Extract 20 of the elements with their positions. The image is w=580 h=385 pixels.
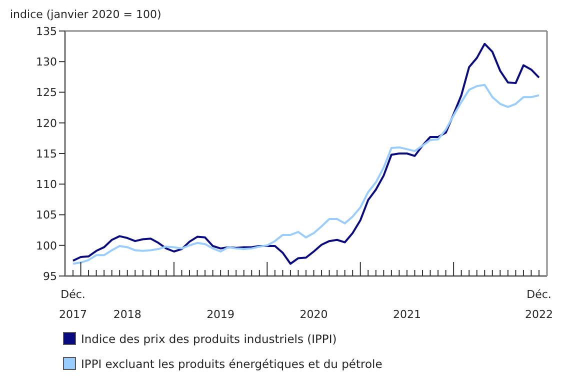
y-tick-label: 120 (36, 116, 57, 130)
y-tick-label: 125 (36, 86, 57, 100)
x-tick-label: Déc. 2022 (525, 288, 553, 321)
y-tick-label: 135 (36, 24, 57, 38)
y-tick-label: 110 (36, 178, 57, 192)
legend-label: IPPI excluant les produits énergétiques et du pétrole (81, 356, 382, 370)
y-tick-label: 130 (36, 56, 57, 69)
y-tick-label: 115 (36, 147, 57, 160)
y-axis-title: indice (janvier 2020 = 100) (10, 8, 162, 22)
y-tick-label: 100 (36, 239, 57, 252)
x-tick-label: 2020 (300, 308, 328, 321)
x-tick-label: 2018 (113, 308, 142, 321)
y-tick-label: 95 (43, 270, 57, 283)
x-tick-label: 2021 (392, 308, 421, 321)
legend-label: Indice des prix des produits industriels (IPPI) (81, 332, 337, 346)
x-tick-label: Déc. 2017 (59, 288, 87, 321)
y-tick-label: 105 (36, 208, 57, 222)
line-series (72, 42, 540, 265)
x-tick-label: 2019 (206, 308, 235, 321)
line-series (72, 84, 540, 265)
